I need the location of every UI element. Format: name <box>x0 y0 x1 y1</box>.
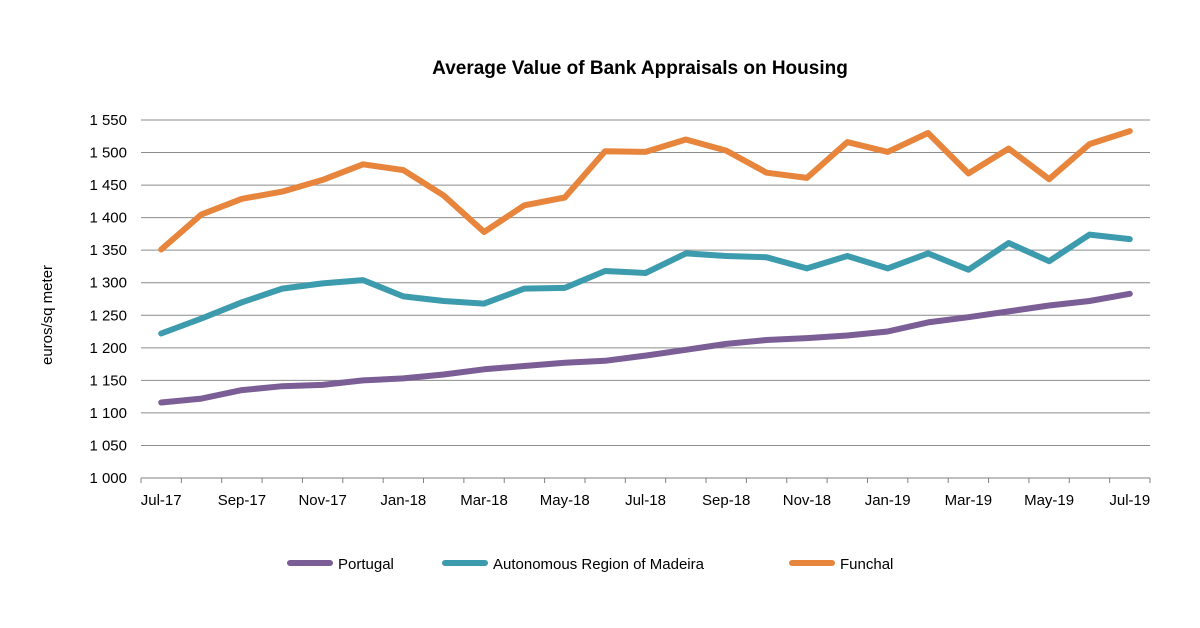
series-line-autonomous-region-of-madeira <box>158 231 1133 337</box>
x-tick-label: Mar-18 <box>460 492 508 509</box>
x-tick-label: Nov-17 <box>298 492 346 509</box>
x-axis-ticks: Jul-17 Sep-17 Nov-17 Jan-18 Mar-18 May-18 Jul-… <box>140 478 1151 509</box>
legend-label: Funchal <box>840 556 893 573</box>
y-tick-label: 1 050 <box>89 437 127 454</box>
y-axis-ticks: 1 000 1 050 1 100 1 150 1 200 1 250 1 300 1 350… <box>89 112 127 487</box>
x-tick-label: Jul-17 <box>141 492 182 509</box>
y-axis-label: euros/sq meter <box>39 265 56 365</box>
y-tick-label: 1 100 <box>89 405 127 422</box>
gridlines <box>141 119 1150 446</box>
x-tick-label: Jul-19 <box>1109 492 1150 509</box>
x-tick-label: Jul-18 <box>625 492 666 509</box>
y-tick-label: 1 250 <box>89 307 127 324</box>
series-line-portugal <box>158 290 1133 406</box>
x-tick-label: May-19 <box>1024 492 1074 509</box>
x-tick-label: Sep-18 <box>702 492 750 509</box>
x-tick-label: Jan-19 <box>865 492 911 509</box>
y-tick-label: 1 350 <box>89 242 127 259</box>
x-tick-label: Mar-19 <box>945 492 993 509</box>
legend: Portugal Autonomous Region of Madeira Func… <box>287 556 893 573</box>
x-tick-label: Nov-18 <box>783 492 831 509</box>
legend-label: Autonomous Region of Madeira <box>493 556 705 573</box>
y-tick-label: 1 000 <box>89 470 127 487</box>
x-tick-label: Sep-17 <box>218 492 266 509</box>
series-line-funchal <box>158 128 1133 253</box>
chart-title: Average Value of Bank Appraisals on Hous… <box>432 58 848 79</box>
y-tick-label: 1 500 <box>89 145 127 162</box>
legend-label: Portugal <box>338 556 394 573</box>
y-tick-label: 1 300 <box>89 275 127 292</box>
x-tick-label: May-18 <box>540 492 590 509</box>
y-tick-label: 1 400 <box>89 210 127 227</box>
y-tick-label: 1 450 <box>89 177 127 194</box>
series-lines <box>158 128 1133 406</box>
y-tick-label: 1 550 <box>89 112 127 129</box>
x-tick-label: Jan-18 <box>380 492 426 509</box>
y-tick-label: 1 150 <box>89 372 127 389</box>
y-tick-label: 1 200 <box>89 340 127 357</box>
